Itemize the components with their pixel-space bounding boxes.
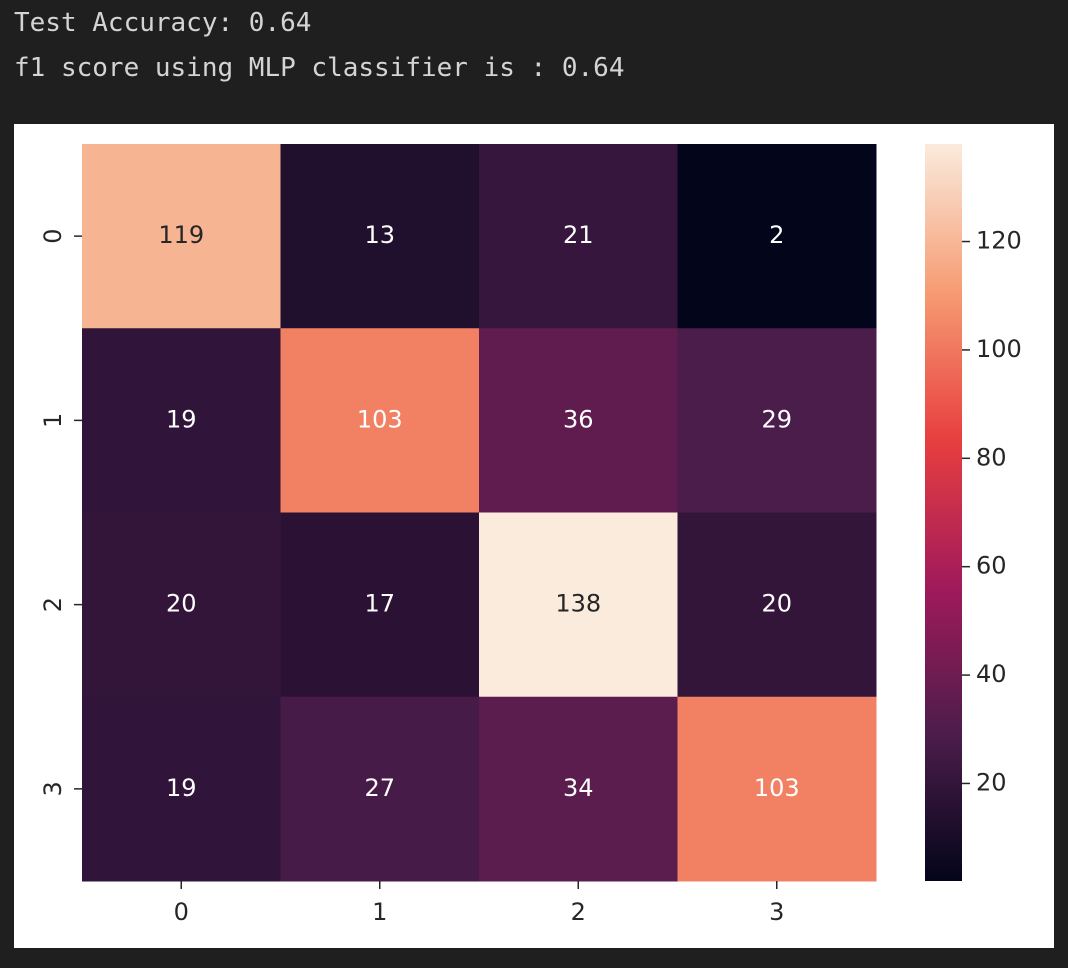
- colorbar-tick-label: 80: [976, 443, 1007, 471]
- cell-label: 21: [563, 221, 594, 249]
- colorbar-tick-label: 120: [976, 227, 1022, 255]
- heatmap-cell: [479, 696, 678, 882]
- output-line: f1 score using MLP classifier is : 0.64: [14, 53, 625, 83]
- heatmap-cell: [677, 328, 877, 513]
- cell-label: 103: [357, 405, 403, 433]
- cell-label: 138: [555, 590, 601, 618]
- heatmap-cell: [280, 512, 480, 698]
- heatmap-cell: [280, 144, 480, 329]
- cell-label: 19: [166, 774, 197, 802]
- y-tick-label: 1: [39, 413, 67, 428]
- cell-label: 29: [761, 405, 792, 433]
- colorbar-tick-label: 60: [976, 552, 1007, 580]
- colorbar-tick-label: 40: [976, 660, 1007, 688]
- cell-label: 19: [166, 405, 197, 433]
- heatmap-cell: [82, 696, 281, 882]
- heatmap-cell: [82, 144, 281, 329]
- heatmap-cell: [677, 144, 877, 329]
- x-tick-label: 2: [571, 898, 586, 926]
- y-tick-label: 3: [39, 781, 67, 796]
- output-line: Test Accuracy: 0.64: [14, 8, 312, 38]
- cell-label: 17: [364, 590, 395, 618]
- cell-label: 27: [364, 774, 395, 802]
- heatmap-cell: [280, 328, 480, 513]
- heatmap-cell: [479, 328, 678, 513]
- heatmap-cell: [677, 696, 877, 882]
- heatmap-cell: [479, 144, 678, 329]
- heatmap-cell: [82, 512, 281, 698]
- colorbar-tick-label: 100: [976, 335, 1022, 363]
- heatmap-cell: [677, 512, 877, 698]
- heatmap-cell: [479, 512, 678, 698]
- cell-label: 20: [166, 590, 197, 618]
- x-tick-label: 3: [769, 898, 784, 926]
- cell-label: 36: [563, 405, 594, 433]
- x-tick-label: 0: [174, 898, 189, 926]
- cell-label: 103: [754, 774, 800, 802]
- colorbar-tick-label: 20: [976, 768, 1007, 796]
- heatmap-cell: [82, 328, 281, 513]
- heatmap-cell: [280, 696, 480, 882]
- cell-label: 20: [761, 590, 792, 618]
- cell-label: 2: [769, 221, 784, 249]
- x-tick-label: 1: [372, 898, 387, 926]
- cell-label: 119: [158, 221, 204, 249]
- cell-label: 34: [563, 774, 594, 802]
- y-tick-label: 0: [39, 228, 67, 243]
- cell-label: 13: [364, 221, 395, 249]
- y-tick-label: 2: [39, 597, 67, 612]
- colorbar: [925, 144, 962, 881]
